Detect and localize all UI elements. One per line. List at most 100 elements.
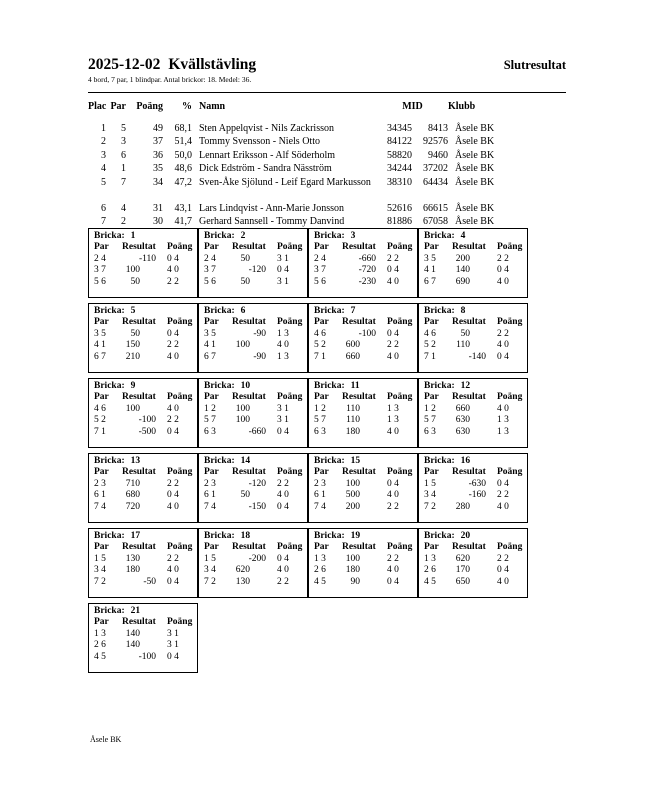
board-col-resultat: Resultat (342, 392, 376, 403)
result-mid-1: 52616 (387, 203, 412, 215)
board-label: Bricka: (204, 381, 235, 391)
board-row: 7 2 -50 0 4 (94, 577, 192, 588)
board-result: 50 (240, 253, 251, 264)
board-pair: 1 5 (424, 478, 436, 489)
board-row: 1 3 140 3 1 (94, 629, 192, 640)
board-pair: 7 1 (314, 351, 326, 362)
board-pair: 7 4 (314, 501, 326, 512)
board-pair: 2 6 (94, 640, 106, 651)
board-pair: 1 2 (204, 403, 216, 414)
board-box: Bricka: 6 Par Resultat Poäng 3 5 -90 1 3 … (198, 303, 308, 373)
board-number: 20 (460, 531, 471, 541)
board-row: 4 6 100 4 0 (94, 404, 192, 415)
board-title: Bricka: 8 (424, 306, 522, 317)
board-title: Bricka: 5 (94, 306, 192, 317)
board-row: 2 4 50 3 1 (204, 254, 302, 265)
board-pair: 3 7 (314, 265, 326, 276)
board-header-row: Par Resultat Poäng (204, 317, 302, 328)
board-number: 7 (350, 306, 356, 316)
board-label: Bricka: (314, 531, 345, 541)
board-col-poang: Poäng (387, 317, 413, 328)
board-row: 5 7 110 1 3 (314, 415, 412, 426)
board-pair: 5 7 (314, 415, 326, 426)
board-points: 0 4 (167, 651, 179, 662)
page-title-row: 2025-12-02 Kvällstävling Slutresultat (88, 56, 566, 73)
board-title: Bricka: 17 (94, 531, 192, 542)
board-col-poang: Poäng (167, 542, 193, 553)
board-row: 6 7 690 4 0 (424, 277, 522, 288)
board-points: 4 0 (387, 565, 399, 576)
board-pair: 7 4 (94, 501, 106, 512)
board-result: 140 (125, 640, 140, 651)
board-row: 2 4 -660 2 2 (314, 254, 412, 265)
board-col-par: Par (204, 542, 219, 553)
board-points: 1 3 (277, 328, 289, 339)
board-points: 0 4 (387, 576, 399, 587)
board-header-row: Par Resultat Poäng (314, 467, 412, 478)
board-pair: 7 4 (204, 501, 216, 512)
board-points: 0 4 (167, 426, 179, 437)
board-result: -50 (143, 576, 156, 587)
board-result: -140 (468, 351, 486, 362)
board-result: 200 (455, 253, 470, 264)
board-pair: 5 6 (314, 276, 326, 287)
result-pair-no: 5 (121, 123, 126, 134)
board-title: Bricka: 12 (424, 381, 522, 392)
board-pair: 4 5 (94, 651, 106, 662)
board-pair: 4 6 (94, 403, 106, 414)
board-result: -110 (138, 253, 156, 264)
board-box: Bricka: 2 Par Resultat Poäng 2 4 50 3 1 3… (198, 228, 308, 298)
result-pair-no: 4 (121, 203, 126, 215)
board-pair: 6 1 (204, 490, 216, 501)
board-label: Bricka: (204, 231, 235, 241)
board-label: Bricka: (424, 381, 455, 391)
board-points: 4 0 (497, 501, 509, 512)
board-title: Bricka: 6 (204, 306, 302, 317)
board-row: 5 2 110 4 0 (424, 340, 522, 351)
result-place: 3 (101, 149, 106, 161)
board-title: Bricka: 4 (424, 231, 522, 242)
board-box: Bricka: 17 Par Resultat Poäng 1 5 130 2 2… (88, 528, 198, 598)
result-points: 35 (153, 163, 163, 175)
board-header-row: Par Resultat Poäng (314, 392, 412, 403)
board-row: 2 6 180 4 0 (314, 565, 412, 576)
result-row: 4 1 35 48,6 Dick Edström - Sandra Nässtr… (88, 162, 566, 175)
board-result: 100 (345, 553, 360, 564)
board-points: 4 0 (277, 340, 289, 351)
board-col-par: Par (314, 467, 329, 478)
board-box: Bricka: 3 Par Resultat Poäng 2 4 -660 2 2… (308, 228, 418, 298)
board-number: 18 (240, 531, 251, 541)
board-col-resultat: Resultat (232, 242, 266, 253)
board-box: Bricka: 4 Par Resultat Poäng 3 5 200 2 2 … (418, 228, 528, 298)
board-points: 0 4 (167, 328, 179, 339)
event-date: 2025-12-02 (88, 56, 161, 73)
board-points: 4 0 (167, 501, 179, 512)
board-label: Bricka: (424, 456, 455, 466)
result-place: 5 (101, 176, 106, 188)
board-result: 660 (345, 351, 360, 362)
board-header-row: Par Resultat Poäng (424, 467, 522, 478)
result-names: Sten Appelqvist - Nils Zackrisson (199, 123, 334, 134)
board-col-par: Par (94, 467, 109, 478)
board-header-row: Par Resultat Poäng (204, 242, 302, 253)
board-number: 3 (350, 231, 356, 241)
board-result: 110 (346, 403, 360, 414)
board-pair: 1 3 (424, 553, 436, 564)
board-row: 3 5 200 2 2 (424, 254, 522, 265)
board-row: 6 3 180 4 0 (314, 427, 412, 438)
board-number: 16 (460, 456, 471, 466)
board-header-row: Par Resultat Poäng (424, 317, 522, 328)
board-title: Bricka: 16 (424, 456, 522, 467)
board-row: 7 1 660 4 0 (314, 352, 412, 363)
board-col-par: Par (94, 242, 109, 253)
board-box: Bricka: 18 Par Resultat Poäng 1 5 -200 0 … (198, 528, 308, 598)
board-row: 4 5 -100 0 4 (94, 652, 192, 663)
board-pair: 4 1 (94, 340, 106, 351)
board-result: -90 (253, 328, 266, 339)
board-points: 4 0 (387, 490, 399, 501)
result-points: 34 (153, 176, 163, 188)
board-row: 1 5 130 2 2 (94, 554, 192, 565)
board-result: 50 (130, 276, 141, 287)
board-row: 6 3 630 1 3 (424, 427, 522, 438)
board-pair: 1 3 (94, 628, 106, 639)
